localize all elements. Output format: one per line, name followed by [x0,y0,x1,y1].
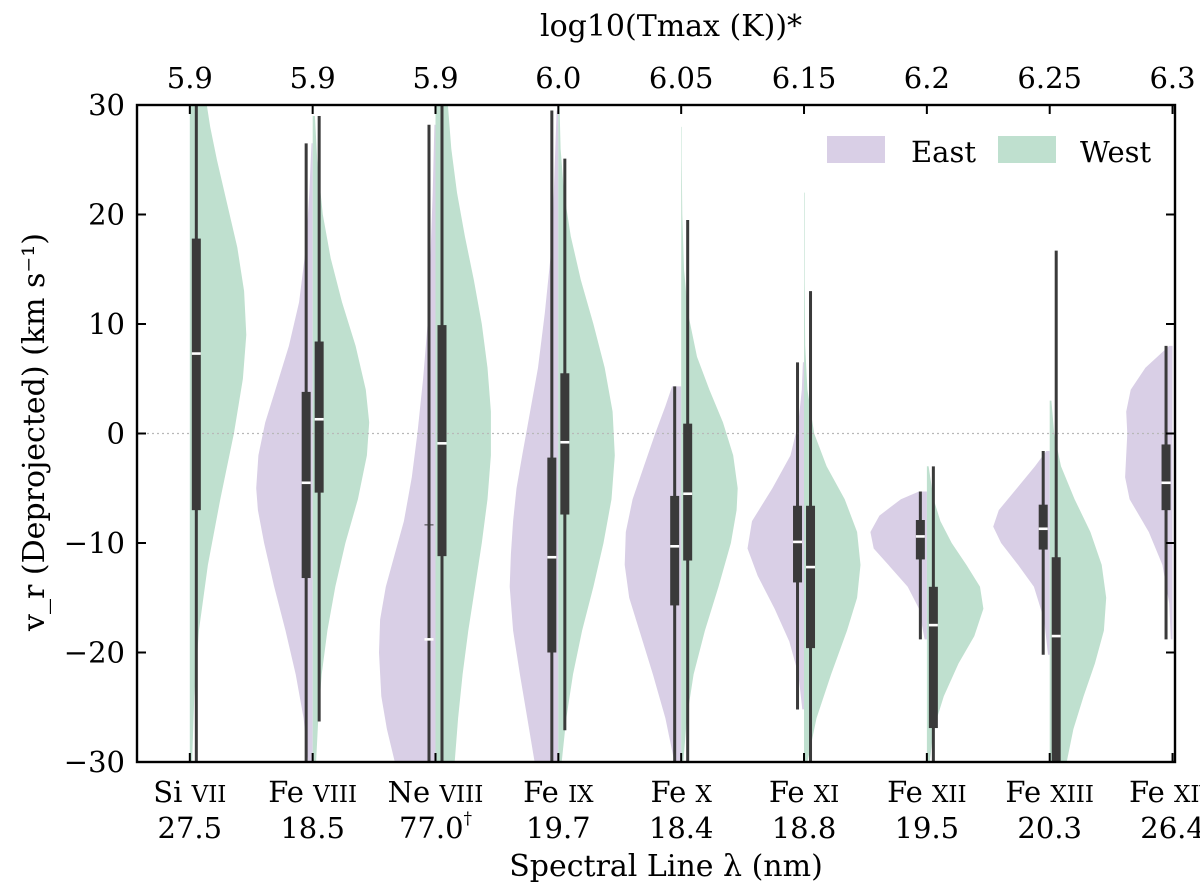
top-tick-label-3: 6.0 [535,61,581,95]
x-tick-ion-label-2: Ne VIII [388,775,484,809]
top-tick-label-5: 6.15 [772,61,837,95]
top-axis-title: log10(Tmax (K))* [540,9,802,44]
y-tick-label--30: −30 [64,745,125,779]
x-tick-wavelength-label-7: 20.3 [1017,811,1082,845]
violin-west-3 [558,105,615,762]
x-tick-wavelength-label-8: 26.4 [1140,811,1200,845]
x-tick-ion-label-7: Fe XIII [1005,775,1094,809]
y-tick-label-10: 10 [88,307,125,341]
x-tick-wavelength-label-3: 19.7 [526,811,591,845]
x-tick-wavelength-label-4: 18.4 [649,811,714,845]
iqr-box-east-6 [915,520,925,560]
y-axis-title: v_r (Deprojected) (km s⁻¹) [17,233,52,632]
violin-east-8 [1125,345,1173,640]
top-tick-label-7: 6.25 [1017,61,1082,95]
top-tick-label-2: 5.9 [412,61,458,95]
y-tick-label-20: 20 [88,198,125,232]
violin-layer [189,105,1173,763]
violin-east-4 [624,386,682,762]
iqr-box-west-7 [1051,557,1061,762]
iqr-box-west-3 [560,373,570,515]
y-tick-label--20: −20 [64,636,125,670]
legend-east-label: East [911,135,976,169]
violin-west-1 [312,116,370,762]
legend-west-label: West [1080,135,1151,169]
x-tick-wavelength-label-2: 77.0† [399,809,473,845]
violin-east-2 [379,124,436,762]
x-tick-ion-label-4: Fe X [651,775,713,809]
top-tick-label-6: 6.2 [904,61,950,95]
top-tick-label-8: 6.3 [1149,61,1195,95]
violin-east-5 [747,362,804,710]
iqr-box-east-8 [1161,444,1171,511]
x-tick-wavelength-label-6: 19.5 [895,811,960,845]
iqr-box-east-2 [424,524,434,526]
x-tick-ion-label-1: Fe VIII [268,775,357,809]
iqr-box-east-4 [670,495,680,606]
x-tick-wavelength-label-1: 18.5 [280,811,345,845]
iqr-box-west-5 [806,505,816,649]
violin-east-6 [870,491,927,640]
iqr-box-east-3 [547,457,557,653]
legend-east-swatch [827,136,885,163]
top-tick-label-4: 6.05 [649,61,714,95]
top-tick-label-0: 5.9 [167,61,213,95]
iqr-box-east-5 [793,505,803,583]
x-tick-wavelength-label-5: 18.8 [772,811,837,845]
violin-west-7 [1049,400,1107,762]
violin-west-4 [681,126,738,762]
box-layer [191,105,1171,762]
x-axis-title: Spectral Line λ (nm) [509,849,823,884]
violin-west-5 [804,192,861,763]
legend-west-swatch [998,136,1056,163]
y-tick-label-0: 0 [107,417,125,451]
violin-east-1 [256,143,313,763]
iqr-box-east-7 [1038,504,1048,550]
y-tick-label-30: 30 [88,88,125,122]
legend: East West [827,135,1151,169]
x-tick-ion-label-0: Si VII [153,775,226,809]
x-tick-ion-label-3: Fe IX [523,775,594,809]
iqr-box-west-6 [928,586,938,729]
violin-west-6 [926,466,984,762]
iqr-box-west-2 [437,325,447,557]
x-tick-wavelength-label-0: 27.5 [158,811,223,845]
violin-east-7 [993,451,1050,655]
iqr-box-west-1 [314,341,324,493]
iqr-box-west-0 [191,238,201,511]
x-tick-ion-label-8: Fe XIV [1129,775,1200,809]
x-tick-ion-label-6: Fe XII [887,775,966,809]
violin-east-3 [509,110,559,762]
x-tick-ion-label-5: Fe XI [769,775,839,809]
top-tick-label-1: 5.9 [290,61,336,95]
iqr-box-west-4 [683,423,693,561]
y-tick-label--10: −10 [64,526,125,560]
iqr-box-east-1 [301,391,311,579]
